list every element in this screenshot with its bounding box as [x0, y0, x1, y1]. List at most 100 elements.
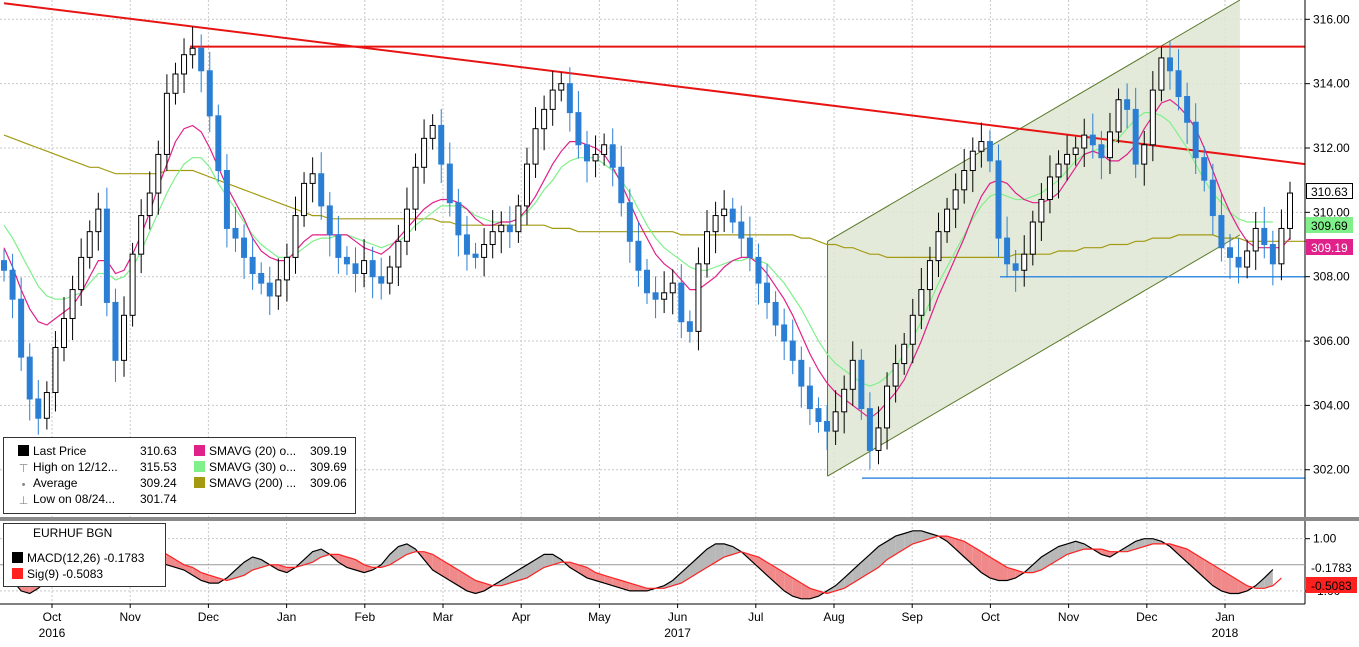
candle-body — [275, 279, 282, 297]
legend-value: 309.69 — [310, 460, 347, 474]
macd-hist-band — [895, 533, 905, 555]
candle-body — [361, 260, 368, 274]
sma200-line — [3, 134, 1308, 258]
legend-label: SMAVG (30) o... — [209, 460, 297, 474]
x-tick-label: Dec — [1136, 610, 1157, 624]
macd-y-tick-label: 1.00 — [1313, 532, 1337, 546]
macd-hist-band — [809, 588, 819, 599]
candle-body — [841, 388, 848, 413]
candle-body — [995, 160, 1002, 239]
macd-hist-band — [449, 564, 459, 586]
x-tick-year: 2017 — [664, 626, 691, 640]
candle-body — [712, 215, 719, 233]
candle-body — [935, 231, 942, 262]
macd-legend-value: -0.5083 — [62, 567, 104, 581]
candle-body — [515, 205, 522, 233]
candle-body — [1081, 134, 1088, 149]
candle-body — [523, 163, 530, 207]
candle-body — [343, 256, 350, 265]
candle-body — [412, 166, 419, 210]
legend-item: ⊥ Low on 08/24... 301.74 — [18, 492, 177, 507]
macd-hist-band — [569, 562, 579, 573]
candle-body — [86, 231, 93, 258]
candle-body — [1218, 215, 1225, 249]
candle-body — [644, 269, 650, 294]
x-tick-label: May — [588, 610, 611, 624]
candle-body — [1124, 99, 1131, 110]
candle-body — [738, 221, 745, 239]
macd-hist-band — [724, 543, 733, 557]
candle-body — [969, 150, 976, 172]
candle-body — [1158, 57, 1165, 91]
candle-body — [1278, 227, 1285, 265]
macd-hist-band — [1144, 538, 1153, 547]
candle-body — [952, 189, 959, 210]
macd-hist-band — [501, 575, 510, 586]
candle-body — [146, 192, 153, 217]
macd-hist-band — [672, 572, 682, 586]
macd-hist-band — [338, 554, 347, 568]
legend-value: 301.74 — [140, 492, 177, 506]
candle-body — [764, 282, 771, 303]
x-tick-label: Oct — [981, 610, 1000, 624]
candle-body — [884, 385, 891, 429]
macd-legend-item: MACD(12,26) -0.1783 — [12, 550, 144, 566]
candle-body — [1106, 131, 1113, 159]
candle-body — [266, 282, 273, 297]
x-tick-year: 2018 — [1212, 626, 1239, 640]
x-tick-label: Apr — [512, 610, 531, 624]
candle-body — [352, 263, 359, 274]
legend-value: 309.06 — [310, 476, 347, 490]
macd-hist-band — [509, 570, 519, 584]
candle-body — [18, 298, 25, 358]
candle-body — [1192, 121, 1199, 159]
x-tick-label: Aug — [823, 610, 844, 624]
x-tick-label: Jun — [668, 610, 687, 624]
candle-body — [1226, 247, 1233, 258]
legend-label: SMAVG (20) o... — [209, 444, 297, 458]
macd-hist-band — [767, 562, 776, 584]
candle-body — [163, 92, 170, 155]
candle-body — [592, 153, 599, 162]
legend-label: Low on 08/24... — [33, 492, 116, 506]
x-tick-label: Oct — [43, 610, 62, 624]
candle-body — [798, 359, 805, 387]
candle-body — [1132, 108, 1139, 165]
x-axis: Oct 2016 Nov Dec Jan Feb Mar Apr May Jun 2017 Jul Au… — [39, 604, 1239, 640]
price-y-axis: 302.00 304.00 306.00 308.00 310.00 312.00 314.… — [1304, 0, 1350, 604]
candle-body — [1287, 192, 1293, 229]
y-tick-label: 304.00 — [1313, 398, 1350, 412]
candle-body — [781, 324, 788, 342]
candle-body — [241, 237, 248, 258]
legend-item: SMAVG (30) o... 309.69 — [194, 459, 347, 475]
candle-body — [1004, 237, 1011, 265]
y-tick-label: 316.00 — [1313, 12, 1350, 26]
macd-hist-band — [432, 554, 442, 576]
macd-hist-band — [612, 577, 622, 589]
candle-body — [138, 215, 145, 255]
candle-body — [635, 240, 642, 271]
macd-panel: 1.00-1.00 — [0, 527, 1341, 605]
candle-body — [78, 256, 85, 291]
macd-hist-band — [1195, 554, 1205, 578]
candle-body — [566, 83, 573, 114]
candles — [1, 26, 1293, 470]
legend-item: Last Price 310.63 — [18, 443, 177, 459]
candle-body — [283, 256, 290, 281]
x-tick-label: Jan — [1215, 610, 1234, 624]
macd-hist-band — [852, 562, 862, 584]
macd-hist-band — [964, 541, 973, 565]
candle-body — [326, 205, 333, 236]
macd-hist-band — [835, 577, 845, 591]
candle-body — [232, 227, 239, 239]
candle-body — [772, 301, 779, 326]
x-tick-label: Sep — [902, 610, 924, 624]
x-tick-label: Jan — [277, 610, 296, 624]
macd-hist-band — [1238, 580, 1248, 594]
macd-hist-band — [689, 556, 699, 578]
candle-body — [455, 202, 462, 236]
macd-hist-band — [792, 577, 802, 599]
candle-body — [172, 73, 179, 94]
